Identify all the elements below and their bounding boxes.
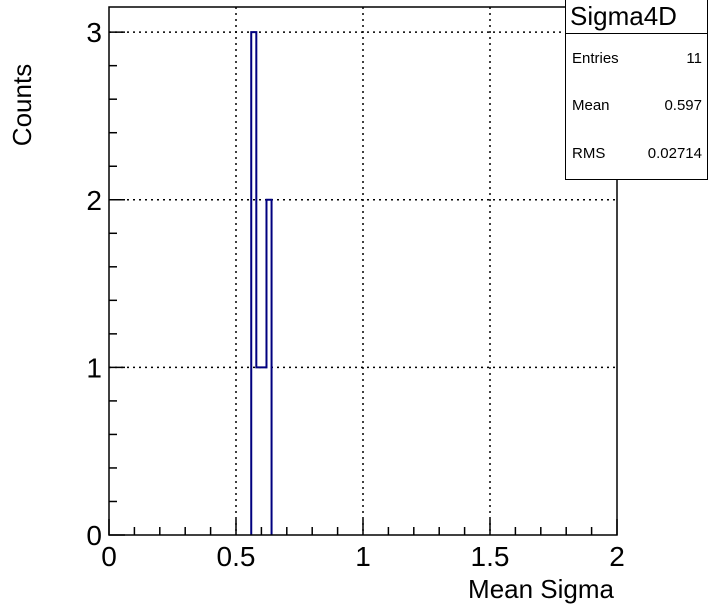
stats-value: 0.02714 <box>647 145 702 162</box>
stats-value: 0.597 <box>664 97 702 114</box>
axes <box>108 6 618 536</box>
x-tick-label: 1 <box>355 541 371 572</box>
y-tick-label: 1 <box>86 352 102 383</box>
stats-value: 11 <box>686 50 702 67</box>
x-tick-label: 2 <box>609 541 625 572</box>
stats-row-entries: Entries 11 <box>566 38 707 78</box>
x-tick-label: 1.5 <box>471 541 510 572</box>
stats-box: Sigma4D Entries 11 Mean 0.597 RMS 0.0271… <box>565 0 708 180</box>
stats-row-mean: Mean 0.597 <box>566 85 707 125</box>
stats-row-rms: RMS 0.02714 <box>566 133 707 173</box>
x-axis-label: Mean Sigma <box>468 574 614 604</box>
stats-key: Mean <box>572 97 610 114</box>
stats-key: RMS <box>572 145 606 162</box>
x-tick-label: 0.5 <box>217 541 256 572</box>
stats-key: Entries <box>572 50 619 67</box>
y-tick-label: 3 <box>86 17 102 48</box>
stats-title: Sigma4D <box>566 0 707 34</box>
y-tick-label: 0 <box>86 520 102 551</box>
tick-labels: 0 0.5 1 1.5 2 0 1 2 3 <box>86 17 624 572</box>
y-tick-label: 2 <box>86 185 102 216</box>
x-tick-label: 0 <box>101 541 117 572</box>
grid-lines <box>109 7 617 535</box>
y-axis-label: Counts <box>7 64 37 146</box>
histogram-outline <box>250 31 273 535</box>
